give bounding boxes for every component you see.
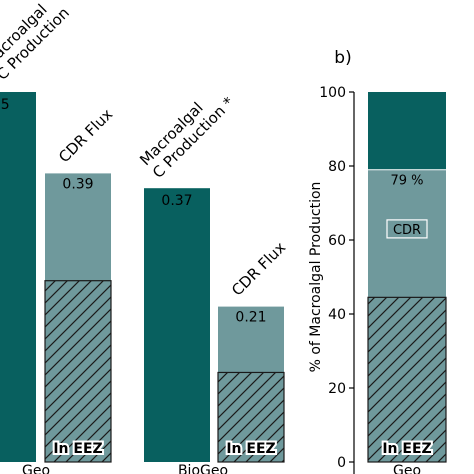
x-tick-label-biogeo: BioGeo <box>178 463 228 474</box>
x-tick-label-geo: Geo <box>22 463 50 474</box>
series-label-cdr-biogeo: CDR Flux <box>228 238 289 299</box>
x-tick-label-geo: Geo <box>393 463 421 474</box>
bar-production-geo <box>0 92 36 462</box>
in-eez-label-geo: In EEZ <box>53 441 102 457</box>
series-label-line: CDR Flux <box>228 238 289 299</box>
cdr-box-label: CDR <box>393 223 421 238</box>
value-label-cdr-geo: 0.39 <box>62 176 93 192</box>
bar-in-eez-geo <box>44 280 112 463</box>
value-label-cdr-biogeo: 0.21 <box>235 310 266 326</box>
value-label-production-geo: .5 <box>0 97 10 113</box>
bar-in-eez-biogeo <box>217 371 285 463</box>
value-label-production-biogeo: 0.37 <box>161 193 192 209</box>
y-tick-label: 60 <box>328 233 346 249</box>
y-tick-label: 20 <box>328 381 346 397</box>
series-label-cdr-geo: CDR Flux <box>55 105 116 166</box>
in-eez-label: In EEZ <box>382 441 431 457</box>
panel-label-b: b) <box>334 48 351 68</box>
cdr-percent-label: 79 % <box>390 174 423 189</box>
cdr-box <box>386 219 428 239</box>
y-axis-label: % of Macroalgal Production <box>308 182 324 373</box>
bar-in-eez <box>367 296 447 463</box>
y-tick-label: 0 <box>337 455 346 471</box>
in-eez-label-biogeo: In EEZ <box>226 441 275 457</box>
series-label-line: CDR Flux <box>55 105 116 166</box>
y-tick-label: 40 <box>328 307 346 323</box>
bar-production-biogeo <box>144 188 210 462</box>
y-tick-label: 80 <box>328 159 346 175</box>
panel-b: b) 0 20 40 60 80 100 % of Macroalgal Production… <box>308 48 447 474</box>
y-tick-label: 100 <box>319 85 346 101</box>
